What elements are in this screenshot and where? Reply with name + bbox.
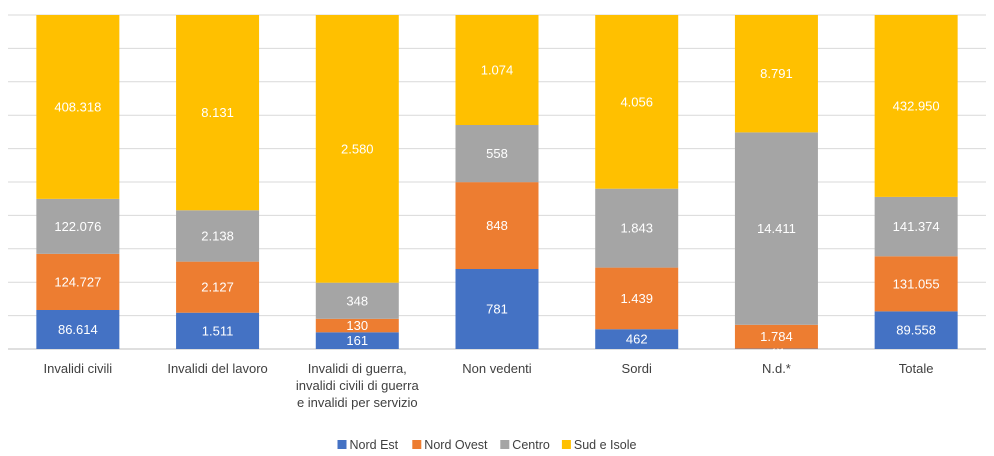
bar-segment-nord-est [36,309,120,349]
bar-segment-centro [176,210,260,262]
data-label: 4.056 [620,94,653,109]
bar-segment-sud-e-isole [874,15,958,197]
data-label: 124.727 [54,274,101,289]
data-label: 848 [486,218,508,233]
data-label: 1.439 [620,291,653,306]
data-label: 408.318 [54,99,101,114]
bar-segment-sud-e-isole [595,15,679,189]
bar-segment-nord-ovest [455,182,539,270]
bar-segment-nord-est [595,329,679,349]
x-tick-label: N.d.* [762,361,791,376]
bar-segment-nord-ovest [595,267,679,330]
data-label: 161 [346,333,368,348]
x-tick-label: Sordi [622,361,652,376]
data-label: 86.614 [58,322,98,337]
data-label: 2.580 [341,141,374,156]
data-label: 1.784 [760,329,793,344]
data-label: 558 [486,146,508,161]
bar-segment-nord-est [176,312,260,349]
data-label: 131.055 [893,276,940,291]
bar-segment-nord-est [315,332,399,349]
bar-segment-nord-ovest [874,256,958,312]
bar-segment-sud-e-isole [455,15,539,126]
bar-segment-nord-ovest [315,318,399,333]
bar-segment-centro [874,196,958,257]
x-tick-label: Totale [899,361,934,376]
data-label: 14.411 [757,221,796,236]
bar-segment-sud-e-isole [734,15,818,133]
legend-swatch [412,440,422,449]
data-label: 1.511 [202,323,234,338]
legend-swatch [561,440,571,449]
legend-swatch [500,440,510,449]
x-tick-label: invalidi civili di guerra [296,378,420,393]
x-tick-label: Invalidi di guerra, [308,361,407,376]
x-tick-label: Non vedenti [462,361,531,376]
data-label: 781 [486,302,508,317]
bar-segment-sud-e-isole [176,15,260,211]
data-label: 8.131 [201,105,234,120]
bar-segment-nord-ovest [36,253,120,310]
x-tick-label: Invalidi civili [44,361,113,376]
legend-label: Sud e Isole [574,438,637,452]
bar-segment-nord-est [455,269,539,349]
data-label: 130 [346,318,368,333]
bar-segment-nord-ovest [176,261,260,313]
bar-segment-centro [455,125,539,183]
bar-segment-centro [36,198,120,254]
bar-segment-centro [595,188,679,268]
data-label: 2.138 [201,228,234,243]
legend-swatch [337,440,347,449]
data-label: 141.374 [893,219,940,234]
x-tick-label: Invalidi del lavoro [167,361,267,376]
legend-label: Nord Est [350,438,399,452]
bar-segment-nord-est [874,311,958,349]
legend-label: Centro [512,438,550,452]
data-label: 122.076 [54,219,101,234]
x-tick-label: e invalidi per servizio [297,395,418,410]
data-label: 1.843 [620,221,653,236]
bar-segment-centro [315,282,399,319]
bar-segment-centro [734,132,818,325]
data-label: 1.074 [481,63,514,78]
data-label: 89.558 [896,323,936,338]
bar-segment-nord-ovest [734,324,818,349]
legend-label: Nord Ovest [424,438,488,452]
bar-segment-sud-e-isole [36,15,120,199]
data-label: 2.127 [201,280,234,295]
data-label: 8.791 [760,66,793,81]
data-label: 432.950 [893,98,940,113]
data-label: 462 [626,332,648,347]
bar-segment-sud-e-isole [315,15,399,283]
data-label: 348 [346,293,368,308]
